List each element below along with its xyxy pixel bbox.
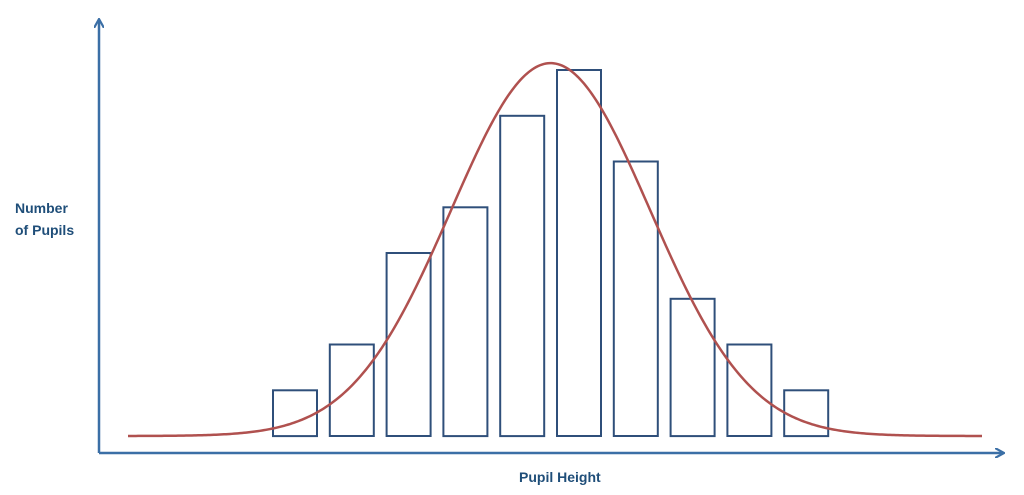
y-axis-label-line-1: Number [15, 200, 68, 216]
histogram-bar [783, 389, 830, 438]
histogram-bar [669, 297, 716, 438]
histogram-bar [328, 343, 375, 437]
y-axis-label-line-2: of Pupils [15, 222, 75, 238]
histogram-bar [612, 160, 659, 437]
histogram-bar [556, 69, 602, 437]
bar-group [272, 69, 830, 438]
x-axis-label: Pupil Height [519, 469, 601, 485]
histogram-bar [385, 252, 432, 437]
y-axis-label: Number of Pupils [15, 197, 95, 241]
histogram-bar [442, 206, 489, 438]
normal-distribution-curve [127, 61, 982, 438]
histogram-bar [272, 389, 318, 438]
histogram-bar [499, 114, 546, 438]
histogram-bar [726, 343, 773, 437]
